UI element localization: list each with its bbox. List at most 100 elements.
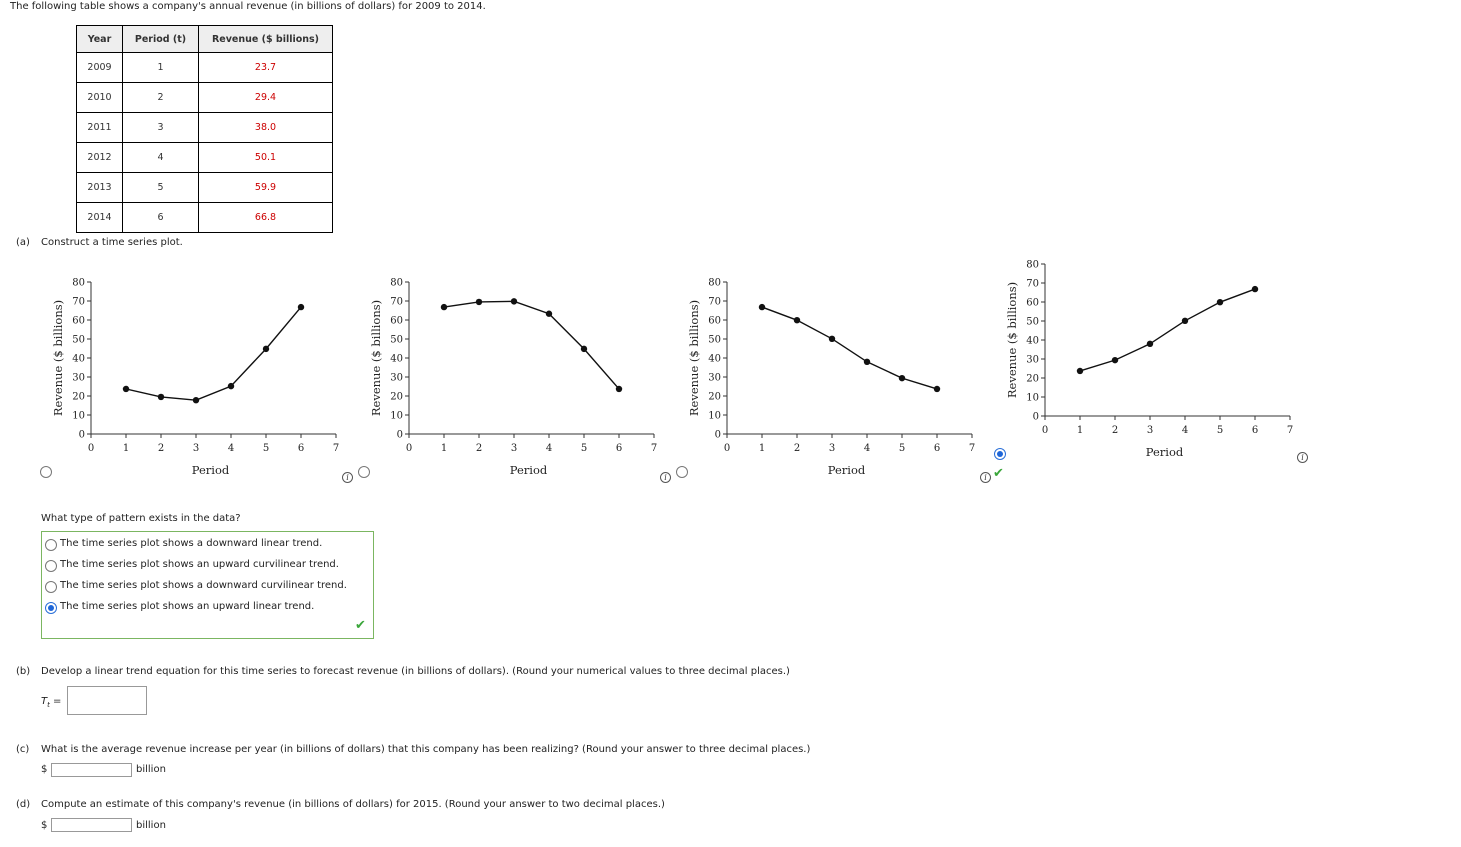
revenue-2015-input[interactable] (51, 818, 132, 832)
y-tick-label: 20 (708, 392, 721, 403)
y-tick-label: 50 (708, 335, 721, 346)
pattern-option-3-label[interactable]: The time series plot shows a downward cu… (60, 580, 347, 591)
y-tick-label: 30 (72, 373, 85, 384)
chart-option-4: 0 10 20 30 40 50 60 70 80 0 1 2 3 4 5 6 7 Period Revenue (… (1004, 252, 1304, 462)
cell-period: 2 (122, 82, 199, 113)
pattern-option-3-radio[interactable] (45, 581, 57, 593)
x-tick-label: 5 (581, 443, 587, 454)
x-tick-label: 2 (794, 443, 800, 454)
part-a-prompt: Construct a time series plot. (41, 237, 183, 248)
chart-option-2-radio[interactable] (358, 466, 370, 478)
col-header-revenue: Revenue ($ billions) (198, 25, 333, 53)
y-tick-label: 40 (708, 354, 721, 365)
y-tick-label: 10 (72, 411, 85, 422)
cell-revenue: 59.9 (198, 172, 333, 203)
chart-option-3: 0 10 20 30 40 50 60 70 80 0 1 2 3 4 5 6 7 Period Revenue (… (686, 270, 986, 480)
unit-label: billion (136, 764, 166, 775)
y-axis-label: Revenue ($ billions) (369, 300, 383, 416)
cell-revenue: 50.1 (198, 142, 333, 173)
y-tick-label: 30 (1026, 355, 1039, 366)
info-icon[interactable]: i (980, 472, 991, 483)
cell-year: 2013 (76, 172, 123, 203)
x-tick-label: 0 (406, 443, 412, 454)
x-tick-label: 7 (969, 443, 975, 454)
y-tick-label: 20 (390, 392, 403, 403)
y-tick-label: 20 (1026, 374, 1039, 385)
pattern-option-2-radio[interactable] (45, 560, 57, 572)
y-tick-label: 10 (1026, 393, 1039, 404)
avg-increase-input[interactable] (51, 763, 132, 777)
data-point (192, 396, 200, 404)
y-tick-label: 70 (390, 297, 403, 308)
x-axis-label: Period (510, 463, 548, 477)
y-tick-label: 40 (390, 354, 403, 365)
y-tick-label: 70 (708, 297, 721, 308)
x-axis-label: Period (192, 463, 230, 477)
data-point (933, 385, 941, 393)
part-c-prompt: What is the average revenue increase per… (41, 744, 811, 755)
data-point (545, 310, 553, 317)
part-c-label: (c) (16, 744, 30, 755)
y-tick-label: 60 (708, 316, 721, 327)
trend-equation-label: Tt = (41, 696, 61, 709)
x-tick-label: 6 (934, 443, 940, 454)
table-row: 2011 3 38.0 (76, 112, 333, 143)
y-axis-label: Revenue ($ billions) (1005, 282, 1019, 398)
data-point (227, 382, 235, 390)
x-tick-label: 4 (864, 443, 870, 454)
chart-svg-1: 0 10 20 30 40 50 60 70 80 0 1 2 3 4 5 6 7 Period Revenue (… (51, 278, 339, 478)
trend-subscript: t (47, 701, 50, 709)
pattern-option-4-radio[interactable] (45, 602, 57, 614)
x-tick-label: 6 (298, 443, 304, 454)
y-tick-label: 0 (715, 430, 721, 441)
x-tick-label: 3 (511, 443, 517, 454)
data-point (262, 345, 270, 353)
revenue-table: Year Period (t) Revenue ($ billions) 200… (76, 25, 333, 233)
chart-svg-2: 0 10 20 30 40 50 60 70 80 0 1 2 3 4 5 6 7 Period Revenue (… (369, 278, 657, 478)
y-tick-label: 60 (72, 316, 85, 327)
data-point (863, 358, 871, 365)
part-a-label: (a) (16, 237, 30, 248)
correct-check-icon: ✔ (355, 618, 366, 633)
x-tick-label: 0 (1042, 425, 1048, 436)
cell-period: 1 (122, 52, 199, 83)
y-tick-label: 0 (1033, 412, 1039, 423)
unit-label: billion (136, 820, 166, 831)
x-tick-label: 2 (1112, 425, 1118, 436)
chart-option-1-radio[interactable] (40, 466, 52, 478)
y-tick-label: 50 (390, 335, 403, 346)
cell-revenue: 38.0 (198, 112, 333, 143)
info-icon[interactable]: i (342, 472, 353, 483)
data-point (1111, 356, 1119, 364)
info-icon[interactable]: i (1297, 452, 1308, 463)
cell-period: 4 (122, 142, 199, 173)
x-tick-label: 5 (899, 443, 905, 454)
chart-svg-4: 0 10 20 30 40 50 60 70 80 0 1 2 3 4 5 6 7 Period Revenue (… (1005, 260, 1293, 460)
cell-revenue: 66.8 (198, 202, 333, 233)
data-point (440, 303, 448, 311)
x-tick-label: 1 (759, 443, 765, 454)
pattern-option-1-label[interactable]: The time series plot shows a downward li… (60, 538, 323, 549)
y-tick-label: 80 (1026, 260, 1039, 271)
table-row: 2009 1 23.7 (76, 52, 333, 83)
chart-option-4-radio[interactable] (994, 448, 1006, 460)
data-point (828, 335, 836, 343)
x-tick-label: 1 (1077, 425, 1083, 436)
cell-year: 2009 (76, 52, 123, 83)
chart-option-3-radio[interactable] (676, 466, 688, 478)
cell-year: 2010 (76, 82, 123, 113)
info-icon[interactable]: i (660, 472, 671, 483)
y-tick-label: 80 (708, 278, 721, 289)
trend-equation-input[interactable] (67, 686, 147, 715)
x-tick-label: 3 (193, 443, 199, 454)
series-line (125, 306, 302, 401)
data-point (1076, 367, 1084, 375)
pattern-option-4-label[interactable]: The time series plot shows an upward lin… (60, 601, 315, 612)
data-point (1181, 317, 1189, 325)
pattern-option-1-radio[interactable] (45, 539, 57, 551)
pattern-option-2-label[interactable]: The time series plot shows an upward cur… (60, 559, 339, 570)
y-axis-label: Revenue ($ billions) (51, 300, 65, 416)
part-b-prompt: Develop a linear trend equation for this… (41, 666, 790, 677)
x-tick-label: 4 (1182, 425, 1188, 436)
data-point (615, 385, 623, 393)
